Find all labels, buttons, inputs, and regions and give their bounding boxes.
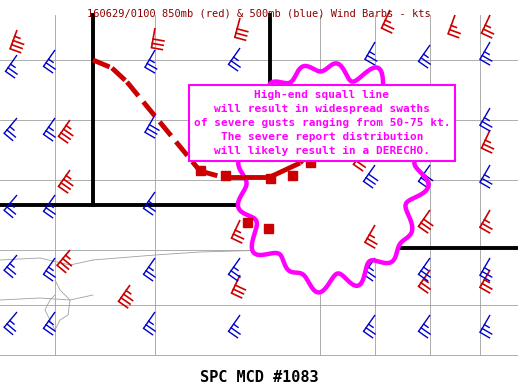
Bar [306,158,315,167]
Polygon shape [238,63,428,293]
Bar [243,218,252,227]
Bar [264,224,273,233]
Text: 160629/0100 850mb (red) & 500mb (blue) Wind Barbs - kts: 160629/0100 850mb (red) & 500mb (blue) W… [87,8,431,18]
Text: SPC MCD #1083: SPC MCD #1083 [199,371,319,386]
Bar [266,174,275,183]
Bar [196,166,205,175]
Text: High-end squall line
will result in widespread swaths
of severe gusts ranging fr: High-end squall line will result in wide… [194,90,450,156]
Bar [326,126,335,135]
Bar [288,171,297,180]
Bar [221,171,230,180]
